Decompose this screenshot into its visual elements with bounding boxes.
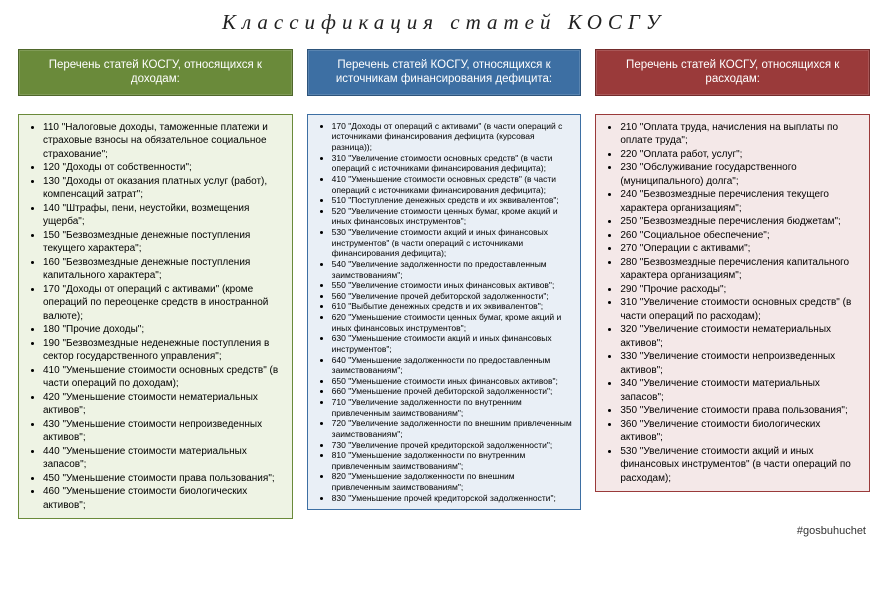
- list-item: 280 "Безвозмездные перечисления капиталь…: [620, 256, 863, 283]
- list-item: 530 "Увеличение стоимости акций и иных ф…: [332, 227, 575, 259]
- list-item: 520 "Увеличение стоимости ценных бумаг, …: [332, 206, 575, 227]
- list-item: 220 "Оплата работ, услуг";: [620, 148, 863, 162]
- list-item: 440 "Уменьшение стоимости материальных з…: [43, 445, 286, 472]
- list-item: 460 "Уменьшение стоимости биологических …: [43, 485, 286, 512]
- list-item: 550 "Увеличение стоимости иных финансовы…: [332, 280, 575, 291]
- list-item: 260 "Социальное обеспечение";: [620, 229, 863, 243]
- column-body-incomes: 110 "Налоговые доходы, таможенные платеж…: [18, 114, 293, 520]
- list-item: 640 "Уменьшение задолженности по предост…: [332, 355, 575, 376]
- list-item: 120 "Доходы от собственности";: [43, 161, 286, 175]
- list-item: 170 "Доходы от операций с активами" (в ч…: [332, 121, 575, 153]
- column-header-incomes: Перечень статей КОСГУ, относящихся к дох…: [18, 49, 293, 96]
- list-item: 240 "Безвозмездные перечисления текущего…: [620, 188, 863, 215]
- column-deficit-sources: Перечень статей КОСГУ, относящихся к ист…: [307, 49, 582, 519]
- list-item: 820 "Уменьшение задолженности по внешним…: [332, 471, 575, 492]
- list-item: 610 "Выбытие денежных средств и их эквив…: [332, 301, 575, 312]
- list-item: 130 "Доходы от оказания платных услуг (р…: [43, 175, 286, 202]
- list-item: 720 "Увеличение задолженности по внешним…: [332, 418, 575, 439]
- column-body-expenses: 210 "Оплата труда, начисления на выплаты…: [595, 114, 870, 493]
- list-item: 270 "Операции с активами";: [620, 242, 863, 256]
- list-item: 290 "Прочие расходы";: [620, 283, 863, 297]
- list-item: 660 "Уменьшение прочей дебиторской задол…: [332, 386, 575, 397]
- list-item: 810 "Уменьшение задолженности по внутрен…: [332, 450, 575, 471]
- list-item: 150 "Безвозмездные денежные поступления …: [43, 229, 286, 256]
- list-item: 250 "Безвозмездные перечисления бюджетам…: [620, 215, 863, 229]
- list-item: 560 "Увеличение прочей дебиторской задол…: [332, 291, 575, 302]
- list-item: 180 "Прочие доходы";: [43, 323, 286, 337]
- list-item: 730 "Увеличение прочей кредиторской задо…: [332, 440, 575, 451]
- list-item: 210 "Оплата труда, начисления на выплаты…: [620, 121, 863, 148]
- list-item: 620 "Уменьшение стоимости ценных бумаг, …: [332, 312, 575, 333]
- list-item: 410 "Уменьшение стоимости основных средс…: [43, 364, 286, 391]
- list-item: 350 "Увеличение стоимости права пользова…: [620, 404, 863, 418]
- list-item: 110 "Налоговые доходы, таможенные платеж…: [43, 121, 286, 162]
- column-expenses: Перечень статей КОСГУ, относящихся к рас…: [595, 49, 870, 519]
- list-item: 320 "Увеличение стоимости нематериальных…: [620, 323, 863, 350]
- list-item: 540 "Увеличение задолженности по предост…: [332, 259, 575, 280]
- column-header-deficit-sources: Перечень статей КОСГУ, относящихся к ист…: [307, 49, 582, 96]
- list-item: 330 "Увеличение стоимости непроизведенны…: [620, 350, 863, 377]
- list-item: 340 "Увеличение стоимости материальных з…: [620, 377, 863, 404]
- list-item: 310 "Увеличение стоимости основных средс…: [620, 296, 863, 323]
- list-item: 630 "Уменьшение стоимости акций и иных ф…: [332, 333, 575, 354]
- column-body-deficit-sources: 170 "Доходы от операций с активами" (в ч…: [307, 114, 582, 511]
- list-item: 310 "Увеличение стоимости основных средс…: [332, 153, 575, 174]
- list-item: 190 "Безвозмездные неденежные поступлени…: [43, 337, 286, 364]
- list-item: 160 "Безвозмездные денежные поступления …: [43, 256, 286, 283]
- list-item: 650 "Уменьшение стоимости иных финансовы…: [332, 376, 575, 387]
- list-item: 140 "Штрафы, пени, неустойки, возмещения…: [43, 202, 286, 229]
- list-item: 170 "Доходы от операций с активами" (кро…: [43, 283, 286, 324]
- list-item: 510 "Поступление денежных средств и их э…: [332, 195, 575, 206]
- list-item: 420 "Уменьшение стоимости нематериальных…: [43, 391, 286, 418]
- list-item: 360 "Увеличение стоимости биологических …: [620, 418, 863, 445]
- list-item: 410 "Уменьшение стоимости основных средс…: [332, 174, 575, 195]
- list-item: 230 "Обслуживание государственного (муни…: [620, 161, 863, 188]
- list-item: 450 "Уменьшение стоимости права пользова…: [43, 472, 286, 486]
- page-title: Классификация статей КОСГУ: [0, 0, 888, 49]
- columns-container: Перечень статей КОСГУ, относящихся к дох…: [0, 49, 888, 519]
- list-item: 430 "Уменьшение стоимости непроизведенны…: [43, 418, 286, 445]
- column-header-expenses: Перечень статей КОСГУ, относящихся к рас…: [595, 49, 870, 96]
- list-item: 710 "Увеличение задолженности по внутрен…: [332, 397, 575, 418]
- column-incomes: Перечень статей КОСГУ, относящихся к дох…: [18, 49, 293, 519]
- list-item: 530 "Увеличение стоимости акций и иных ф…: [620, 445, 863, 486]
- hashtag: #gosbuhuchet: [0, 519, 888, 537]
- list-item: 830 "Уменьшение прочей кредиторской задо…: [332, 493, 575, 504]
